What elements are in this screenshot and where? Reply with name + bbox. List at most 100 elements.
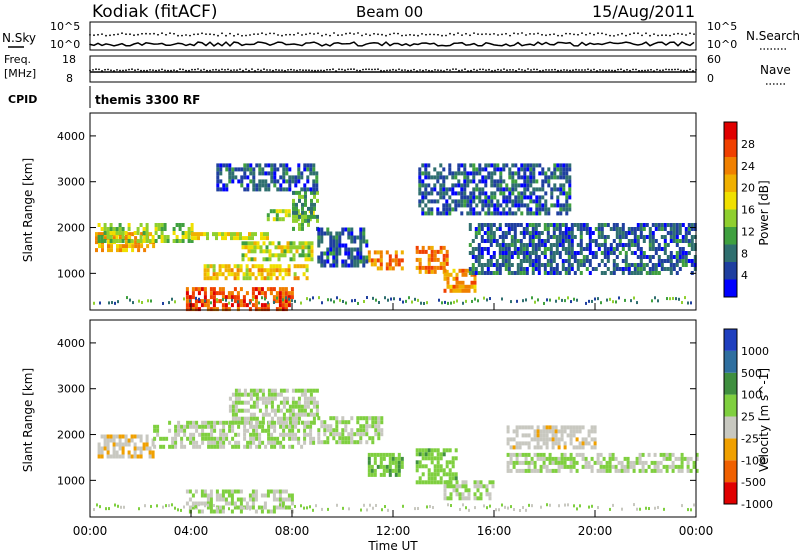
heatmap-cell	[249, 412, 253, 417]
heatmap-cell	[496, 167, 500, 172]
heatmap-cell	[681, 259, 685, 263]
heatmap-cell	[400, 464, 404, 469]
nave-point	[563, 69, 565, 71]
heatmap-cell	[522, 299, 524, 303]
heatmap-cell	[133, 446, 137, 451]
heatmap-cell	[230, 303, 234, 308]
heatmap-cell	[486, 223, 490, 227]
heatmap-cell	[335, 251, 339, 256]
heatmap-cell	[284, 299, 288, 304]
heatmap-cell	[251, 505, 255, 510]
heatmap-cell	[423, 301, 425, 305]
heatmap-cell	[260, 291, 264, 296]
heatmap-cell	[289, 245, 293, 250]
colorbar-frame	[723, 121, 738, 298]
heatmap-cell	[228, 408, 232, 413]
heatmap-cell	[228, 179, 232, 184]
heatmap-cell	[529, 179, 533, 184]
heatmap-cell	[233, 276, 237, 281]
heatmap-cell	[651, 231, 655, 235]
heatmap-cell	[492, 263, 496, 267]
heatmap-cell	[648, 247, 652, 251]
heatmap-cell	[394, 468, 398, 473]
heatmap-cell	[539, 433, 543, 438]
heatmap-cell	[371, 420, 375, 425]
heatmap-cell	[498, 243, 502, 247]
heatmap-cell	[648, 243, 652, 247]
heatmap-cell	[489, 235, 493, 239]
heatmap-cell	[195, 428, 199, 433]
heatmap-cell	[570, 235, 574, 239]
heatmap-cell	[350, 263, 354, 268]
nave-point	[590, 69, 592, 72]
heatmap-cell	[552, 223, 556, 227]
nave-point	[671, 68, 673, 71]
heatmap-cell	[282, 436, 286, 441]
nave-point	[131, 68, 133, 71]
x-tick-label: 12:00	[376, 524, 411, 538]
heatmap-cell	[292, 206, 295, 211]
heatmap-cell	[251, 272, 255, 277]
heatmap-cell	[234, 400, 238, 405]
heatmap-cell	[594, 243, 598, 247]
heatmap-cell	[489, 239, 493, 243]
heatmap-cell	[303, 436, 307, 441]
heatmap-cell	[310, 198, 313, 203]
heatmap-cell	[285, 432, 289, 437]
heatmap-cell	[558, 255, 562, 259]
heatmap-cell	[234, 175, 238, 180]
heatmap-cell	[572, 425, 576, 430]
heatmap-cell	[411, 300, 413, 304]
heatmap-cell	[657, 271, 661, 275]
heatmap-cell	[194, 232, 197, 237]
heatmap-cell	[588, 243, 592, 247]
heatmap-cell	[174, 428, 178, 433]
heatmap-cell	[253, 245, 257, 250]
heatmap-cell	[297, 175, 301, 180]
heatmap-cell	[215, 509, 219, 514]
heatmap-cell	[252, 428, 256, 433]
heatmap-cell	[509, 452, 513, 457]
heatmap-cell	[239, 489, 243, 494]
heatmap-cell	[487, 195, 491, 200]
heatmap-cell	[350, 259, 354, 264]
heatmap-cell	[510, 263, 514, 267]
heatmap-cell	[666, 243, 670, 247]
heatmap-cell	[251, 303, 255, 308]
heatmap-cell	[367, 468, 371, 473]
heatmap-cell	[267, 187, 271, 192]
heatmap-cell	[148, 239, 152, 243]
colorbar-tick-label: 28	[741, 138, 755, 151]
heatmap-cell	[558, 227, 562, 231]
colorbar-tick-label: 4	[741, 269, 748, 282]
heatmap-cell	[266, 509, 270, 514]
heatmap-cell	[139, 434, 143, 439]
heatmap-cell	[553, 171, 557, 176]
heatmap-cell	[564, 227, 568, 231]
heatmap-cell	[317, 416, 321, 421]
heatmap-cell	[267, 301, 269, 305]
heatmap-cell	[519, 243, 523, 247]
heatmap-cell	[448, 163, 452, 168]
heatmap-cell	[534, 235, 538, 239]
heatmap-cell	[294, 388, 298, 393]
nave-point	[572, 69, 574, 72]
heatmap-cell	[282, 163, 286, 168]
heatmap-cell	[112, 239, 116, 243]
heatmap-cell	[278, 295, 282, 300]
heatmap-cell	[545, 425, 549, 430]
nsearch-point	[229, 32, 231, 35]
heatmap-cell	[184, 231, 188, 235]
heatmap-cell	[183, 432, 187, 437]
heatmap-cell	[436, 448, 440, 453]
heatmap-cell	[185, 291, 189, 296]
heatmap-cell	[219, 179, 223, 184]
nave-point	[527, 68, 529, 70]
heatmap-cell	[647, 464, 651, 469]
heatmap-cell	[286, 245, 290, 250]
heatmap-cell	[209, 497, 213, 502]
nave-point	[437, 69, 439, 71]
nave-point	[134, 69, 136, 72]
heatmap-cell	[258, 163, 262, 168]
heatmap-cell	[294, 424, 298, 429]
